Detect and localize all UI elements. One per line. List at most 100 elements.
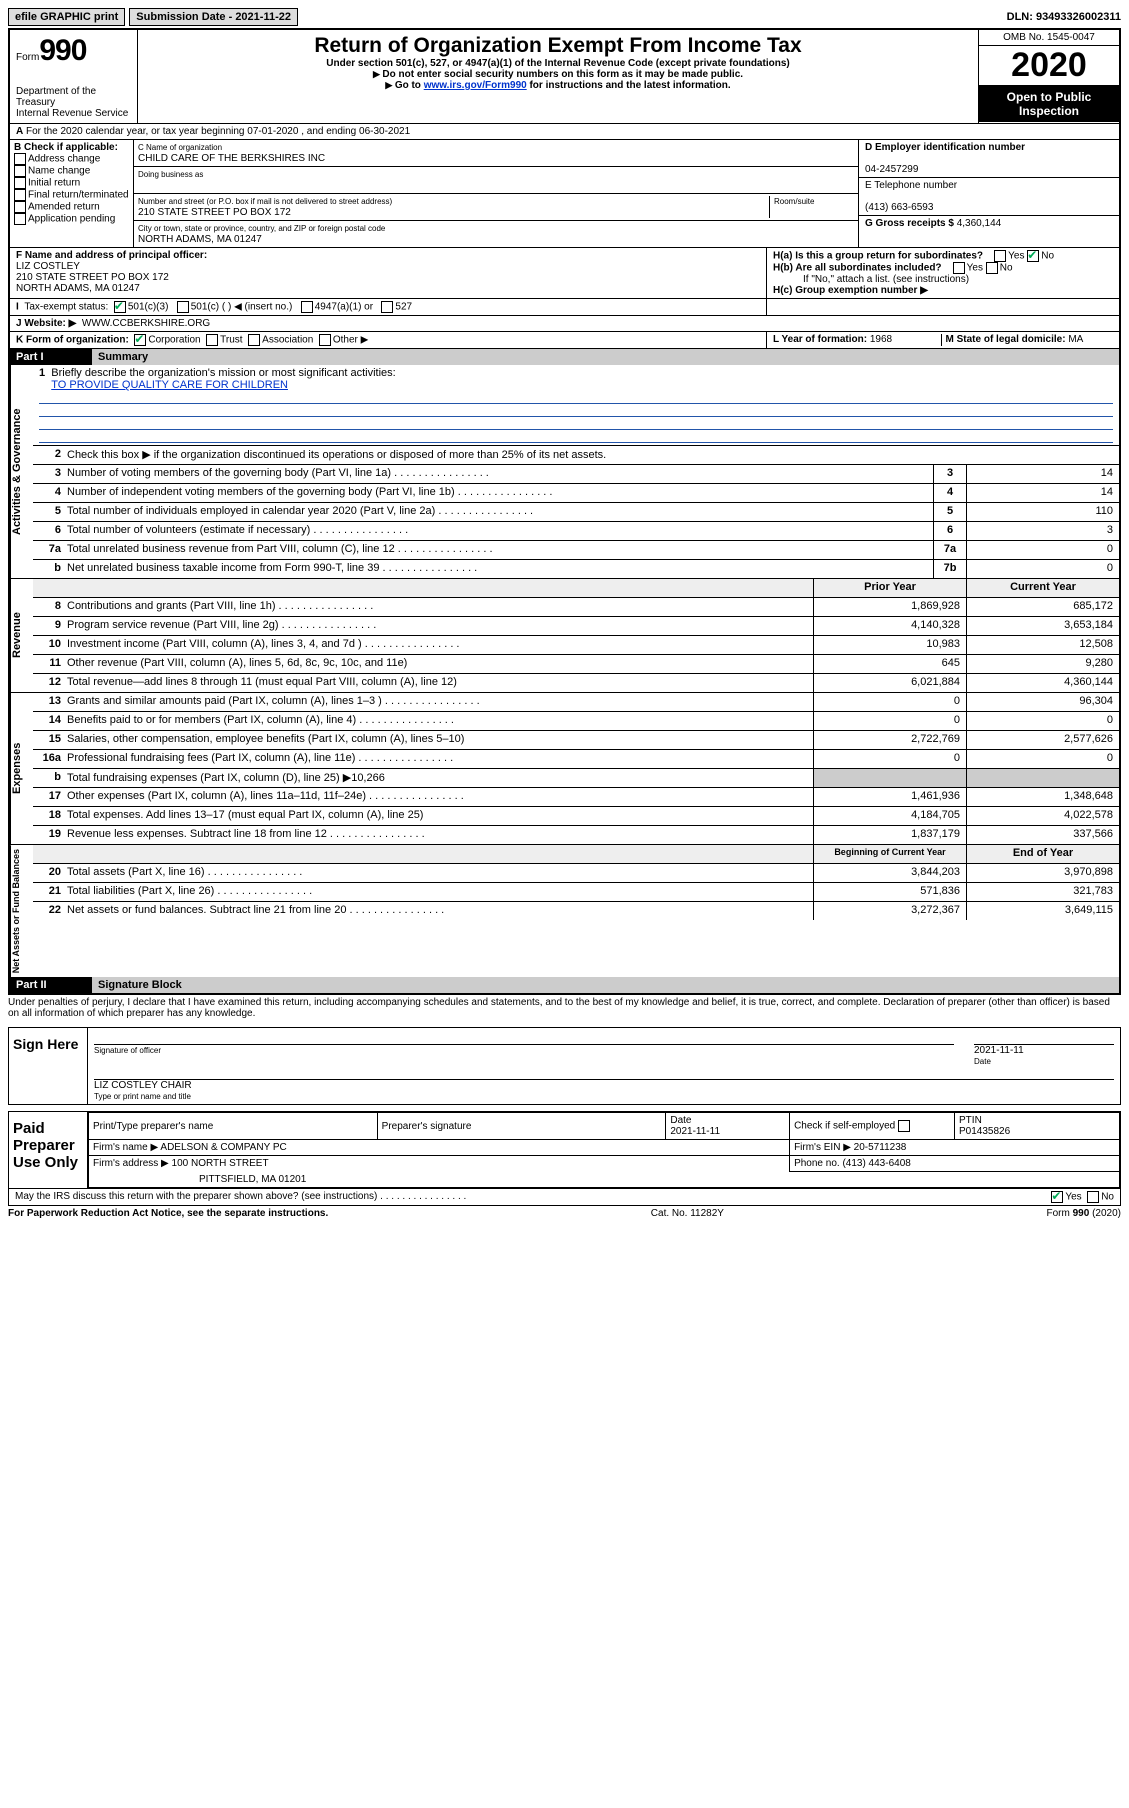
form-word: Form	[16, 52, 39, 63]
chk-assoc[interactable]	[248, 334, 260, 346]
domicile-label: M State of legal domicile:	[946, 334, 1069, 345]
na-20: Total assets (Part X, line 16)	[63, 864, 813, 882]
activities-vlabel: Activities & Governance	[10, 365, 33, 578]
ha-label: H(a) Is this a group return for subordin…	[773, 251, 983, 262]
org-name: CHILD CARE OF THE BERKSHIRES INC	[138, 153, 325, 164]
hdr-prior: Prior Year	[813, 579, 966, 597]
topbar: efile GRAPHIC print Submission Date - 20…	[8, 8, 1121, 26]
box-b-label: B Check if applicable:	[14, 142, 118, 153]
exp-13: Grants and similar amounts paid (Part IX…	[63, 693, 813, 711]
form-number: 990	[39, 34, 86, 67]
gross-receipts: 4,360,144	[957, 218, 1002, 229]
prep-h1: Print/Type preparer's name	[89, 1113, 378, 1140]
hb-yes[interactable]	[953, 262, 965, 274]
submission-date-button[interactable]: Submission Date - 2021-11-22	[129, 8, 298, 26]
row-k-label: K Form of organization:	[16, 335, 129, 346]
box-f: F Name and address of principal officer:…	[10, 248, 767, 298]
chk-501c3[interactable]	[114, 301, 126, 313]
subtitle-3a: Go to	[395, 80, 424, 91]
exp-19: Revenue less expenses. Subtract line 18 …	[63, 826, 813, 844]
exp-14: Benefits paid to or for members (Part IX…	[63, 712, 813, 730]
l7a-text: Total unrelated business revenue from Pa…	[63, 541, 933, 559]
row-taxexempt: I Tax-exempt status: 501(c)(3) 501(c) ( …	[10, 299, 1119, 316]
part1-bar: Part I Summary	[10, 349, 1119, 365]
chk-final[interactable]: Final return/terminated	[14, 189, 129, 201]
part1-label: Part I	[10, 349, 92, 365]
row-a-taxyear: A For the 2020 calendar year, or tax yea…	[10, 124, 1119, 140]
hb-note: If "No," attach a list. (see instruction…	[773, 274, 1113, 285]
chk-amended[interactable]: Amended return	[14, 201, 129, 213]
open-public: Open to Public Inspection	[979, 86, 1119, 122]
chk-527[interactable]	[381, 301, 393, 313]
form-container: Form990 Department of the Treasury Inter…	[8, 28, 1121, 995]
v3: 14	[966, 465, 1119, 483]
v6: 3	[966, 522, 1119, 540]
chk-trust[interactable]	[206, 334, 218, 346]
subtitle-2: Do not enter social security numbers on …	[382, 69, 743, 80]
prep-h4: Check if self-employed	[794, 1121, 895, 1132]
city: NORTH ADAMS, MA 01247	[138, 234, 262, 245]
rev-8: Contributions and grants (Part VIII, lin…	[63, 598, 813, 616]
rev-9: Program service revenue (Part VIII, line…	[63, 617, 813, 635]
ein-label: D Employer identification number	[865, 142, 1025, 153]
sign-here-label: Sign Here	[9, 1028, 88, 1104]
dln-text: DLN: 93493326002311	[1007, 11, 1121, 23]
chk-other[interactable]	[319, 334, 331, 346]
omb-cell: OMB No. 1545-0047 2020 Open to Public In…	[978, 30, 1119, 123]
chk-selfemployed[interactable]	[898, 1120, 910, 1132]
ha-no[interactable]	[1027, 250, 1039, 262]
efile-button[interactable]: efile GRAPHIC print	[8, 8, 125, 26]
sig-officer-label: Signature of officer	[94, 1046, 161, 1055]
firm-addr: 100 NORTH STREET	[172, 1158, 269, 1169]
firm-addr2: PITTSFIELD, MA 01201	[89, 1172, 1120, 1188]
rev-12: Total revenue—add lines 8 through 11 (mu…	[63, 674, 813, 692]
paid-prep-label: Paid Preparer Use Only	[9, 1112, 88, 1188]
chk-name[interactable]: Name change	[14, 165, 129, 177]
part2-title: Signature Block	[92, 977, 1119, 993]
hdr-begin: Beginning of Current Year	[813, 845, 966, 863]
expenses-vlabel: Expenses	[10, 693, 33, 844]
exp-15: Salaries, other compensation, employee b…	[63, 731, 813, 749]
sig-name: LIZ COSTLEY CHAIR	[94, 1080, 192, 1091]
row-klm: K Form of organization: Corporation Trus…	[10, 332, 1119, 349]
pra-notice: For Paperwork Reduction Act Notice, see …	[8, 1208, 328, 1219]
section-activities: Activities & Governance 1 Briefly descri…	[10, 365, 1119, 579]
domicile: MA	[1068, 334, 1083, 345]
cat-no: Cat. No. 11282Y	[651, 1208, 724, 1219]
v7a: 0	[966, 541, 1119, 559]
hdr-end: End of Year	[966, 845, 1119, 863]
sign-here-section: Sign Here Signature of officer 2021-11-1…	[8, 1027, 1121, 1105]
na-22: Net assets or fund balances. Subtract li…	[63, 902, 813, 920]
rev-11: Other revenue (Part VIII, column (A), li…	[63, 655, 813, 673]
sig-date: 2021-11-11	[974, 1045, 1024, 1056]
chk-4947[interactable]	[301, 301, 313, 313]
part2-bar: Part II Signature Block	[10, 977, 1119, 993]
l4-text: Number of independent voting members of …	[63, 484, 933, 502]
discuss-no[interactable]	[1087, 1191, 1099, 1203]
chk-address[interactable]: Address change	[14, 153, 129, 165]
chk-initial[interactable]: Initial return	[14, 177, 129, 189]
officer-name: LIZ COSTLEY	[16, 261, 80, 272]
exp-16b: Total fundraising expenses (Part IX, col…	[63, 769, 813, 787]
irs-link[interactable]: www.irs.gov/Form990	[424, 80, 527, 91]
chk-corp[interactable]	[134, 334, 146, 346]
hb-no[interactable]	[986, 262, 998, 274]
form-title: Return of Organization Exempt From Incom…	[144, 34, 972, 58]
rev-10: Investment income (Part VIII, column (A)…	[63, 636, 813, 654]
section-expenses: Expenses 13Grants and similar amounts pa…	[10, 693, 1119, 845]
chk-501c[interactable]	[177, 301, 189, 313]
v7b: 0	[966, 560, 1119, 578]
tax-year: 2020	[979, 46, 1119, 86]
col-c: C Name of organizationCHILD CARE OF THE …	[134, 140, 858, 247]
hb-label: H(b) Are all subordinates included?	[773, 263, 942, 274]
penalty-text: Under penalties of perjury, I declare th…	[8, 995, 1121, 1021]
row-website: J Website: ▶ WWW.CCBERKSHIRE.ORG	[10, 316, 1119, 332]
paid-preparer-section: Paid Preparer Use Only Print/Type prepar…	[8, 1111, 1121, 1189]
dept-text: Department of the Treasury Internal Reve…	[16, 86, 131, 119]
street: 210 STATE STREET PO BOX 172	[138, 207, 291, 218]
box-h: H(a) Is this a group return for subordin…	[767, 248, 1119, 298]
year-formation-label: L Year of formation:	[773, 334, 870, 345]
ha-yes[interactable]	[994, 250, 1006, 262]
discuss-yes[interactable]	[1051, 1191, 1063, 1203]
chk-pending[interactable]: Application pending	[14, 213, 129, 225]
